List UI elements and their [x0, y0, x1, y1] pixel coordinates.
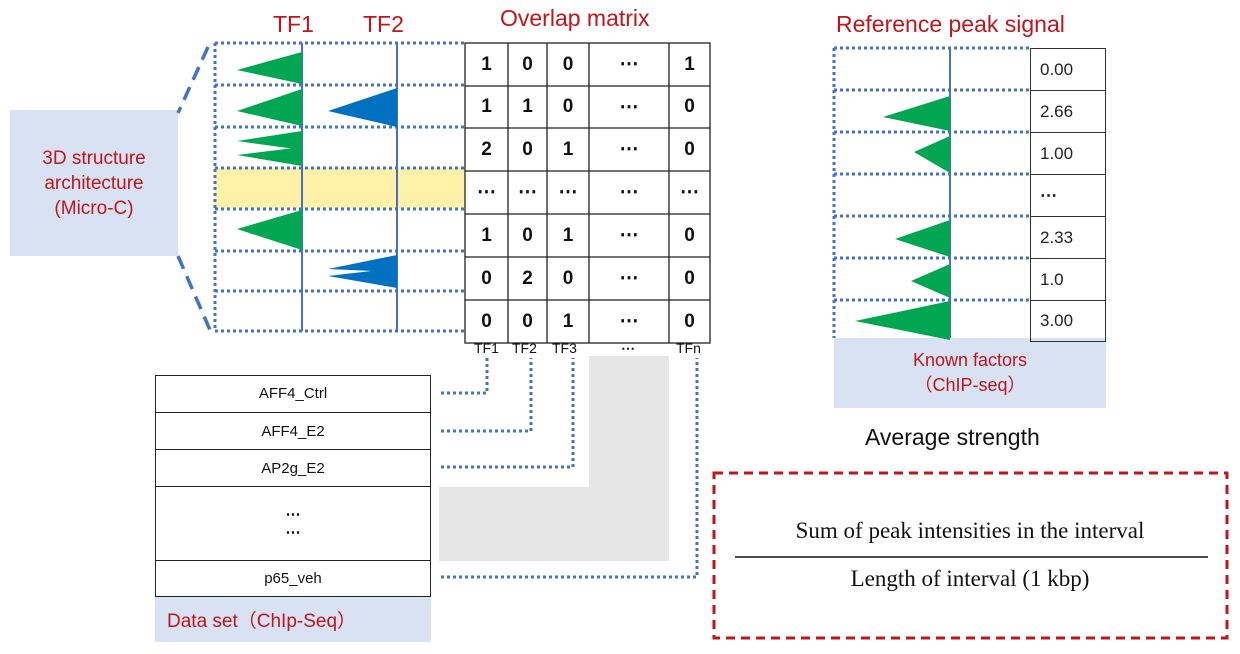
reference-value-cell: 3.00 — [1030, 300, 1106, 342]
reference-value-cell: ⋯ — [1030, 174, 1106, 217]
matrix-cell: ⋯ — [558, 182, 578, 203]
dataset-row-ellipsis: ⋯ ⋯ — [155, 487, 431, 561]
matrix-cell: 2 — [522, 267, 533, 289]
gray-panel-horizontal — [439, 487, 669, 561]
matrix-cell: 0 — [522, 138, 533, 160]
known-factors-line-2: （ChIP-seq） — [914, 375, 1026, 395]
matrix-cell: 0 — [684, 96, 695, 117]
overlap-matrix-grid — [464, 42, 711, 344]
reference-peaks — [855, 96, 950, 340]
formula-denominator: Length of interval (1 kbp) — [850, 566, 1090, 591]
formula-box — [712, 471, 1229, 640]
reference-value-cell: 1.0 — [1030, 258, 1106, 301]
matrix-cell: 1 — [481, 224, 492, 246]
reference-track-lines — [832, 46, 1030, 338]
reference-value-cell: 0.00 — [1030, 48, 1106, 91]
matrix-cell: 0 — [481, 310, 492, 332]
matrix-cell: ⋯ — [619, 182, 639, 203]
left-track-lines — [213, 41, 465, 333]
matrix-col-label: TFn — [676, 340, 701, 356]
matrix-cell: 1 — [562, 310, 574, 332]
structure-line-3: (Micro-C) — [54, 197, 134, 219]
matrix-cell: 1 — [481, 96, 492, 117]
average-strength-label: Average strength — [865, 424, 1040, 450]
matrix-cell: 0 — [684, 224, 695, 246]
tf2-peaks — [328, 88, 397, 288]
matrix-col-label: TF2 — [512, 340, 537, 356]
matrix-cell: ⋯ — [619, 96, 639, 118]
dataset-row: AFF4_E2 — [155, 413, 431, 450]
matrix-col-label: ⋯ — [621, 340, 635, 356]
highlight-band — [215, 168, 465, 208]
dataset-table-top — [155, 375, 431, 376]
dataset-ellipsis: ⋯ — [285, 505, 301, 523]
dataset-connectors — [441, 358, 699, 579]
matrix-cell: 2 — [481, 138, 492, 160]
matrix-cell: 0 — [684, 310, 695, 332]
matrix-cell: 0 — [684, 138, 695, 160]
dataset-row: AP2g_E2 — [155, 450, 431, 487]
formula-numerator: Sum of peak intensities in the interval — [795, 518, 1145, 543]
dataset-label-box: Data set（ChIp-Seq） — [155, 597, 431, 642]
known-factors-line-1: Known factors — [912, 350, 1028, 370]
dataset-row: AFF4_Ctrl — [155, 375, 431, 413]
matrix-col-label: TF1 — [474, 340, 499, 356]
matrix-cell: ⋯ — [680, 182, 699, 203]
matrix-cell: 0 — [562, 53, 574, 75]
matrix-cell: 1 — [481, 53, 492, 75]
reference-value-cell: 2.66 — [1030, 90, 1106, 133]
matrix-cell: 0 — [481, 267, 492, 289]
overlap-matrix-title: Overlap matrix — [500, 5, 650, 31]
matrix-cell: ⋯ — [619, 311, 639, 332]
dataset-row: p65_veh — [155, 561, 431, 597]
reference-value-cell: 2.33 — [1030, 216, 1106, 259]
reference-value-cell: 1.00 — [1030, 132, 1106, 175]
matrix-col-label: TF3 — [552, 340, 577, 356]
tf1-header: TF1 — [273, 11, 314, 37]
matrix-cell: ⋯ — [619, 225, 639, 246]
matrix-cell: 1 — [522, 96, 533, 117]
matrix-cell: 1 — [684, 53, 695, 75]
tf1-peaks — [237, 52, 302, 250]
structure-line-1: 3D structure — [42, 147, 146, 169]
matrix-cell: 0 — [562, 96, 574, 117]
zoom-line-bottom — [176, 255, 212, 331]
zoom-line-top — [176, 46, 210, 114]
matrix-cell: 1 — [562, 138, 574, 160]
matrix-cell: ⋯ — [619, 268, 639, 289]
matrix-cell: 0 — [522, 310, 533, 332]
matrix-cell: ⋯ — [619, 139, 639, 160]
dataset-ellipsis: ⋯ — [285, 523, 301, 541]
matrix-cell: 0 — [522, 224, 533, 246]
known-factors-box: Known factors （ChIP-seq） — [834, 338, 1106, 408]
tf2-header: TF2 — [363, 11, 404, 37]
structure-label-box: 3D structure architecture (Micro-C) — [10, 110, 178, 256]
reference-peak-title: Reference peak signal — [836, 11, 1065, 37]
matrix-cell: ⋯ — [518, 182, 537, 203]
matrix-cell: ⋯ — [477, 182, 496, 203]
matrix-cell: ⋯ — [619, 54, 639, 75]
matrix-cell: 0 — [562, 267, 574, 289]
structure-line-2: architecture — [44, 172, 144, 194]
matrix-cell: 1 — [562, 224, 574, 246]
dataset-label: Data set（ChIp-Seq） — [167, 611, 357, 632]
matrix-cell: 0 — [684, 267, 695, 289]
matrix-cell: 0 — [522, 53, 533, 75]
